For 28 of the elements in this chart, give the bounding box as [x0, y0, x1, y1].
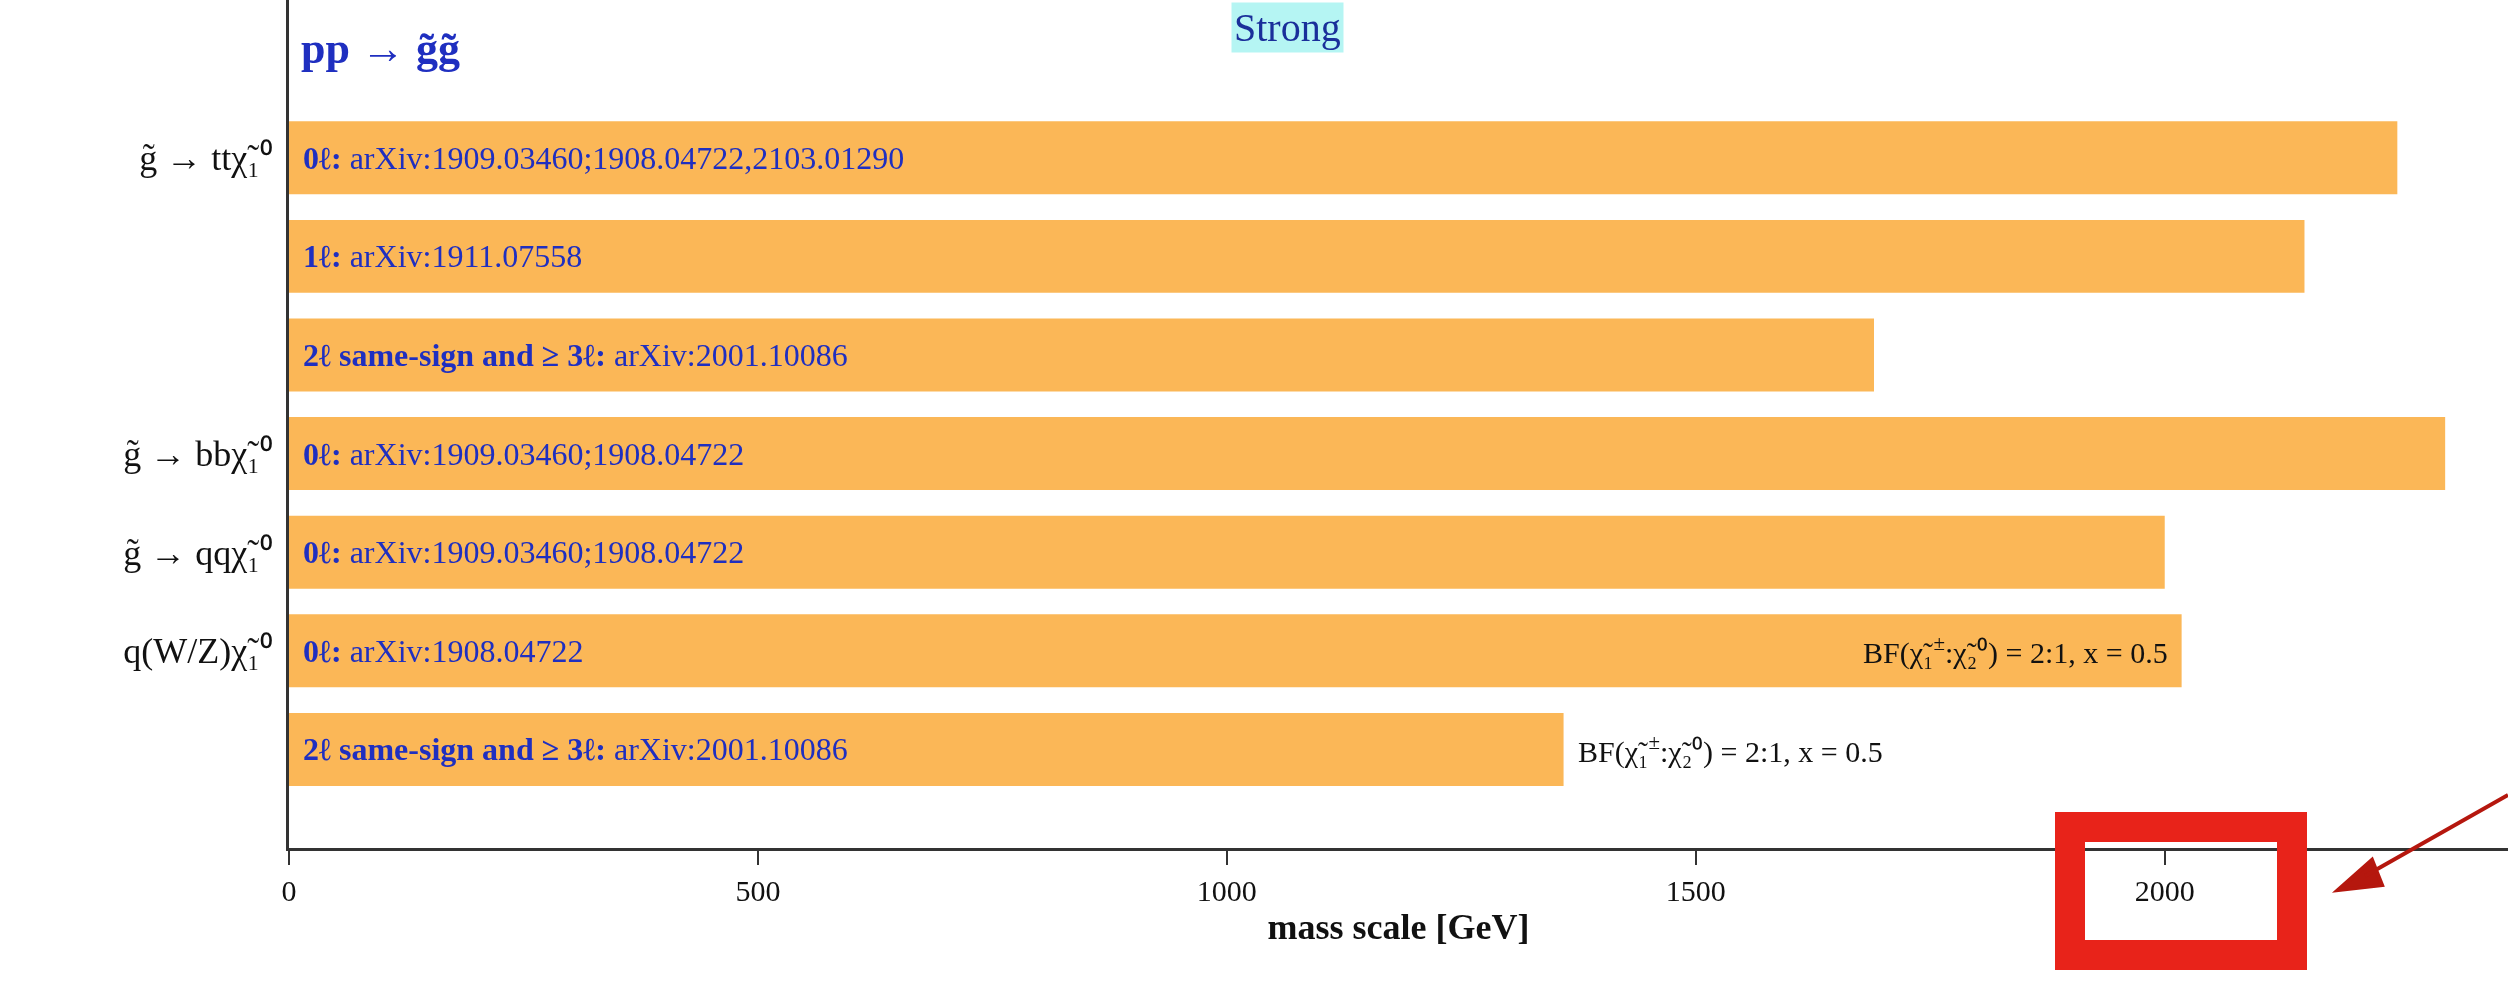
bar — [289, 318, 1874, 392]
bar — [289, 614, 2182, 688]
annotation: 2ℓ same-sign and ≥ 3ℓ: arXiv:2001.10086 — [303, 337, 848, 373]
x-axis-title: mass scale [GeV] — [1267, 906, 1530, 947]
chart-title: Strong — [1234, 5, 1341, 50]
x-tick-label: 2000 — [2134, 874, 2195, 907]
x-tick-label: 500 — [735, 874, 781, 907]
annotation: 0ℓ: arXiv:1909.03460;1908.04722 — [303, 534, 745, 570]
bar — [289, 219, 2305, 293]
annotation: 2ℓ same-sign and ≥ 3ℓ: arXiv:2001.10086 — [303, 731, 848, 767]
bar — [289, 121, 2398, 195]
y-tick-label: g̃ → qqχ̃₁⁰ — [123, 532, 273, 573]
annotation: 0ℓ: arXiv:1909.03460;1908.04722,2103.01290 — [303, 140, 905, 176]
bar — [289, 712, 1564, 786]
x-tick-label: 0 — [281, 874, 297, 907]
annotation: 1ℓ: arXiv:1911.07558 — [303, 238, 583, 274]
annotation: 0ℓ: arXiv:1908.04722 — [303, 633, 584, 669]
y-tick-label: g̃ → bbχ̃₁⁰ — [123, 434, 273, 475]
x-tick-label: 1000 — [1196, 874, 1257, 907]
x-tick-label: 1500 — [1665, 874, 1726, 907]
annotation: BF(χ̃₁$^{±}$:χ̃₂⁰) = 2:1, x = 0.5 — [1578, 730, 1883, 769]
annotation: 0ℓ: arXiv:1909.03460;1908.04722 — [303, 436, 745, 472]
y-tick-label: q(W/Z)χ̃₁⁰ — [123, 631, 273, 672]
bar — [289, 417, 2446, 491]
chart-subtitle: pp → g̃g̃ — [301, 24, 460, 73]
bar — [289, 515, 2165, 589]
y-tick-label: g̃ → ttχ̃₁⁰ — [139, 138, 273, 179]
annotation: BF(χ̃₁$^{±}$:χ̃₂⁰) = 2:1, x = 0.5 — [1863, 631, 2168, 670]
